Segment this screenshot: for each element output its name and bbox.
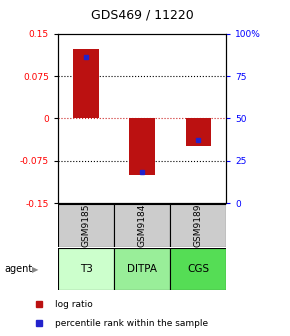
Bar bbox=[73, 49, 99, 119]
Text: T3: T3 bbox=[79, 264, 93, 274]
Bar bbox=[186, 119, 211, 145]
Text: GDS469 / 11220: GDS469 / 11220 bbox=[91, 9, 193, 22]
FancyBboxPatch shape bbox=[170, 204, 226, 247]
Bar bbox=[130, 119, 155, 175]
Text: GSM9189: GSM9189 bbox=[194, 204, 203, 247]
Text: ▶: ▶ bbox=[32, 265, 39, 274]
FancyBboxPatch shape bbox=[114, 248, 170, 290]
Text: log ratio: log ratio bbox=[55, 300, 92, 309]
Text: percentile rank within the sample: percentile rank within the sample bbox=[55, 319, 208, 328]
Text: DITPA: DITPA bbox=[127, 264, 157, 274]
Text: GSM9185: GSM9185 bbox=[81, 204, 90, 247]
Text: GSM9184: GSM9184 bbox=[137, 204, 147, 247]
FancyBboxPatch shape bbox=[58, 248, 114, 290]
Text: CGS: CGS bbox=[187, 264, 209, 274]
FancyBboxPatch shape bbox=[58, 204, 114, 247]
Text: agent: agent bbox=[4, 264, 32, 275]
FancyBboxPatch shape bbox=[114, 204, 170, 247]
FancyBboxPatch shape bbox=[170, 248, 226, 290]
